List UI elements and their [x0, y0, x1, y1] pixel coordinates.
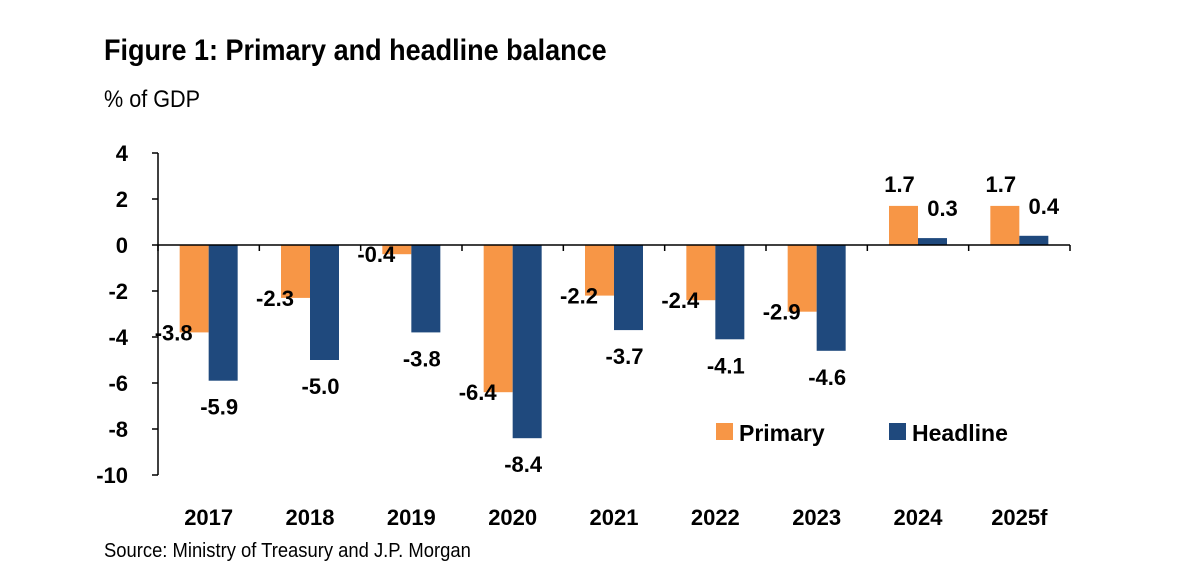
primary-bar-2018	[281, 245, 310, 298]
legend-label: Primary	[739, 420, 825, 446]
legend-swatch	[889, 423, 906, 440]
headline-bar-2017	[208, 245, 238, 381]
y-tick-label: -4	[108, 325, 128, 350]
headline-data-label: -5.9	[200, 395, 238, 420]
x-tick-label: 2021	[590, 505, 639, 530]
headline-data-label: -5.0	[302, 374, 340, 399]
chart-title: Figure 1: Primary and headline balance	[104, 34, 607, 67]
y-tick-label: -10	[96, 463, 128, 488]
headline-bar-2025f	[1019, 235, 1049, 245]
primary-data-label: 1.7	[884, 172, 915, 197]
y-tick-label: 4	[116, 141, 129, 166]
y-tick-label: 2	[116, 187, 128, 212]
headline-data-label: 0.3	[927, 196, 958, 221]
primary-data-label: -2.2	[560, 284, 598, 309]
y-tick-label: -8	[108, 417, 128, 442]
legend: Primary Headline	[716, 420, 1008, 446]
primary-data-label: 1.7	[986, 172, 1017, 197]
headline-data-label: -8.4	[504, 452, 543, 477]
x-tick-label: 2017	[184, 505, 233, 530]
x-tick-label: 2020	[488, 505, 537, 530]
primary-data-label: -6.4	[459, 380, 498, 405]
axes-group: 4 2 0 -2 -4 -6 -8 -10 2017 2018 2019 2020 2021 2022 20…	[96, 141, 1071, 530]
headline-bar-2022	[715, 245, 745, 340]
x-tick-label: 2018	[286, 505, 335, 530]
headline-data-label: -4.1	[707, 353, 745, 378]
primary-bar-2025f	[990, 205, 1020, 245]
headline-bar-2020	[512, 245, 542, 439]
x-tick-label: 2024	[894, 505, 944, 530]
primary-bar-2022	[686, 245, 716, 301]
headline-bar-2023	[816, 245, 846, 351]
source-note: Source: Ministry of Treasury and J.P. Mo…	[104, 540, 471, 562]
primary-bar-2017	[179, 245, 209, 333]
data-labels-group: -3.8 -5.9 -2.3 -5.0 -0.4 -3.8 -6.4 -8.4 -2.2 -3.7…	[155, 172, 1060, 477]
primary-data-label: -3.8	[155, 320, 193, 345]
primary-bar-2020	[483, 245, 513, 393]
headline-data-label: -3.7	[606, 344, 644, 369]
headline-data-label: -4.6	[808, 365, 846, 390]
x-tick-label: 2019	[387, 505, 436, 530]
headline-data-label: 0.4	[1029, 194, 1060, 219]
y-tick-label: -6	[108, 371, 128, 396]
headline-bar-2021	[614, 245, 643, 331]
x-tick-label: 2022	[691, 505, 740, 530]
primary-bar-2023	[787, 245, 817, 312]
headline-bar-2024	[918, 238, 947, 245]
headline-data-label: -3.8	[403, 346, 441, 371]
x-tick-label: 2023	[792, 505, 841, 530]
x-tick-label: 2025f	[991, 505, 1048, 530]
primary-data-label: -2.3	[256, 286, 294, 311]
primary-data-label: -2.4	[661, 288, 700, 313]
legend-swatch	[716, 423, 733, 440]
primary-data-label: -0.4	[357, 242, 396, 267]
primary-bar-2019	[382, 245, 412, 255]
headline-bar-2019	[411, 245, 441, 333]
y-tick-label: -2	[108, 279, 128, 304]
primary-data-label: -2.9	[763, 300, 801, 325]
primary-bar-2024	[889, 205, 918, 245]
chart-subtitle: % of GDP	[104, 86, 201, 113]
legend-label: Headline	[912, 420, 1008, 446]
primary-bar-2021	[585, 245, 614, 296]
bars-group	[179, 205, 1049, 439]
y-tick-label: 0	[116, 233, 128, 258]
headline-bar-2018	[310, 245, 339, 360]
